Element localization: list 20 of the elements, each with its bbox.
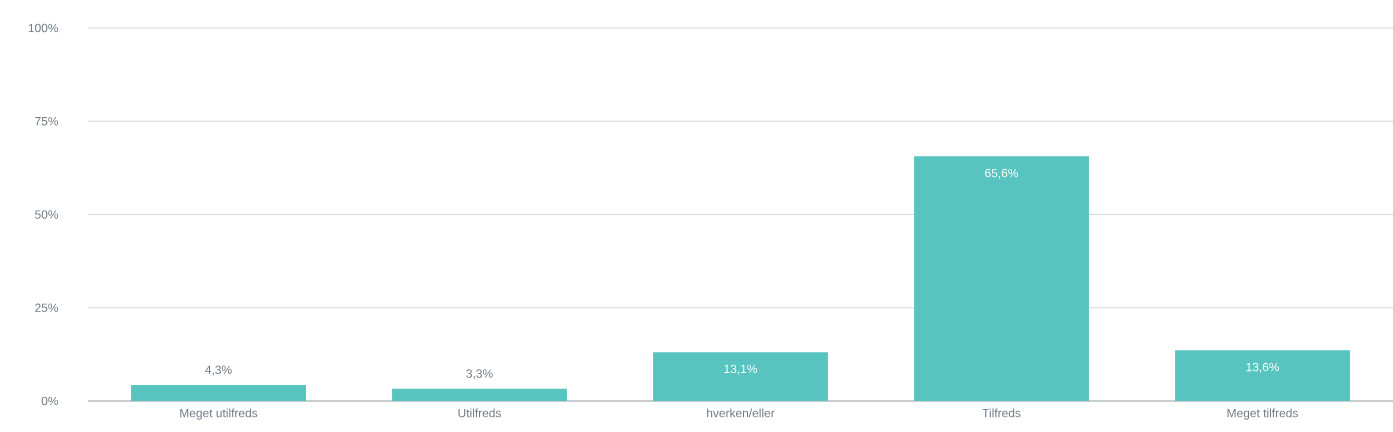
x-tick-label: hverken/eller (707, 408, 775, 418)
bar (1175, 350, 1350, 401)
data-label: 65,6% (985, 168, 1019, 179)
x-tick-label: Meget utilfreds (180, 408, 258, 420)
y-tick-label: 100% (28, 23, 59, 33)
y-tick-label: 25% (35, 303, 59, 312)
data-label: 13,1% (724, 364, 758, 375)
y-tick-label: 75% (35, 117, 59, 126)
x-tick-label: Tilfreds (982, 408, 1021, 418)
bar (914, 156, 1089, 401)
data-label: 13,6% (1246, 362, 1280, 373)
x-tick-label: Meget tilfreds (1227, 408, 1298, 420)
y-tick-label: 0% (41, 396, 59, 406)
data-label: 3,3% (466, 369, 493, 380)
y-tick-label: 50% (35, 210, 59, 219)
bar (131, 384, 306, 401)
bar (392, 388, 567, 401)
x-tick-label: Utilfreds (458, 408, 501, 418)
bar (653, 352, 828, 401)
data-label: 4,3% (205, 365, 232, 376)
